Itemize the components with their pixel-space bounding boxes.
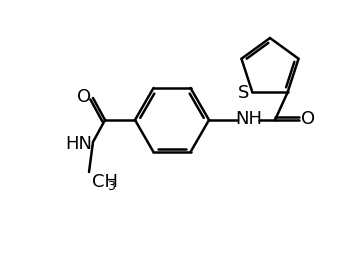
- Text: S: S: [238, 84, 249, 102]
- Text: CH: CH: [92, 173, 118, 191]
- Text: O: O: [77, 88, 91, 106]
- Text: O: O: [301, 110, 315, 128]
- Text: NH: NH: [235, 110, 262, 128]
- Text: 3: 3: [107, 181, 115, 194]
- Text: HN: HN: [66, 135, 93, 153]
